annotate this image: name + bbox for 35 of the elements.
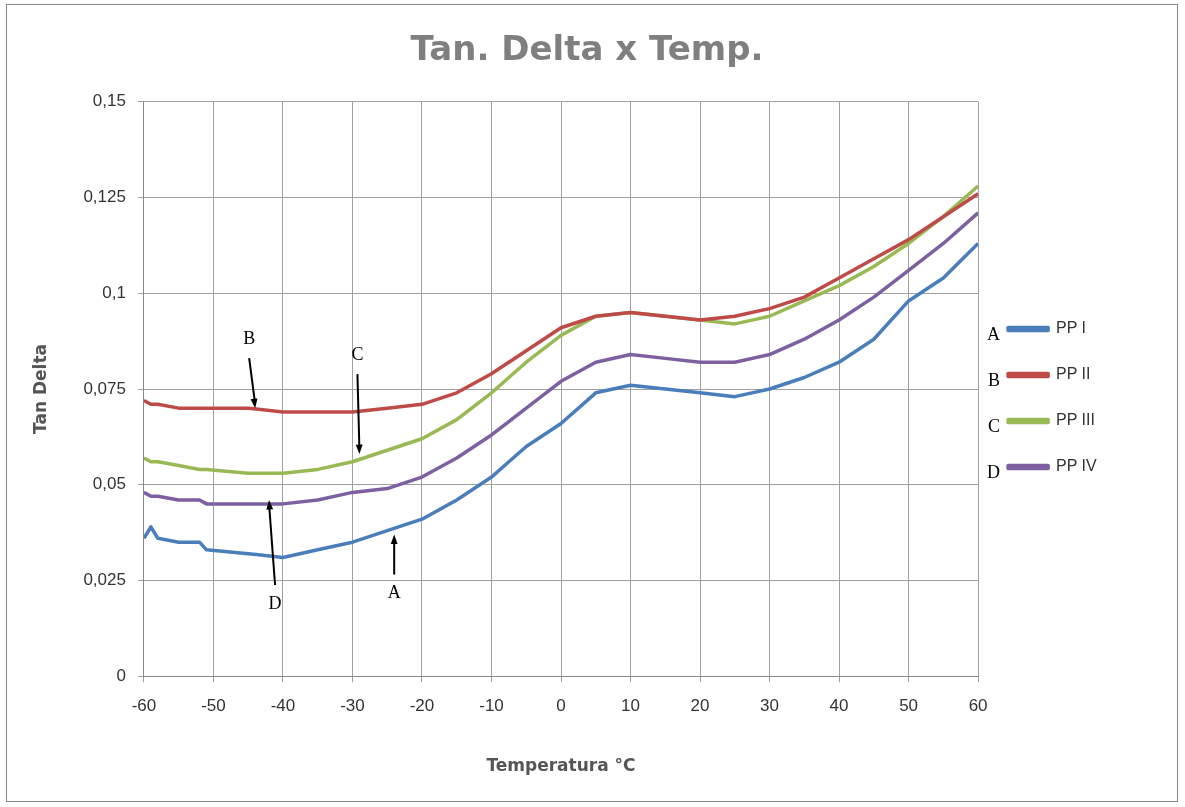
x-tick-label: 50 [899,696,919,716]
x-axis-title: Temperatura °C [486,755,636,776]
y-axis-title: Tan Delta [29,344,50,434]
x-tick-label: -30 [340,696,365,716]
x-tick-label: 30 [760,696,780,716]
legend-label: PP III [1056,411,1095,429]
y-tick-label: 0,05 [92,474,126,494]
y-tick-label: 0,075 [83,378,126,398]
y-tick-label: 0,125 [83,187,126,207]
legend-label: PP IV [1056,457,1098,475]
text: C [988,415,1001,436]
y-tick-label: 0,025 [83,570,126,590]
x-tick-label: -40 [270,696,296,716]
annotation: A [387,582,401,603]
annotation: C [351,343,364,364]
y-tick-label: 0,1 [102,282,126,302]
y-tick-label: 0,15 [92,91,126,111]
text: A [987,323,1001,344]
x-tick-label: -20 [409,696,435,716]
x-tick-label: -50 [201,696,226,716]
y-tick-label: 0 [116,665,126,685]
x-tick-label: 60 [968,696,988,716]
x-tick-label: 20 [690,696,710,716]
annotation: D [268,592,282,613]
legend-label: PP II [1056,365,1091,383]
annotation: B [243,327,256,348]
x-tick-label: 40 [829,696,849,716]
chart-title: Tan. Delta x Temp. [410,28,764,69]
legend-label: PP I [1056,319,1087,337]
text: D [987,461,1001,482]
x-tick-label: 10 [621,696,640,716]
text: B [988,369,1001,390]
x-tick-label: 0 [556,696,566,716]
x-tick-label: -10 [479,696,504,716]
x-tick-label: -60 [131,696,157,716]
